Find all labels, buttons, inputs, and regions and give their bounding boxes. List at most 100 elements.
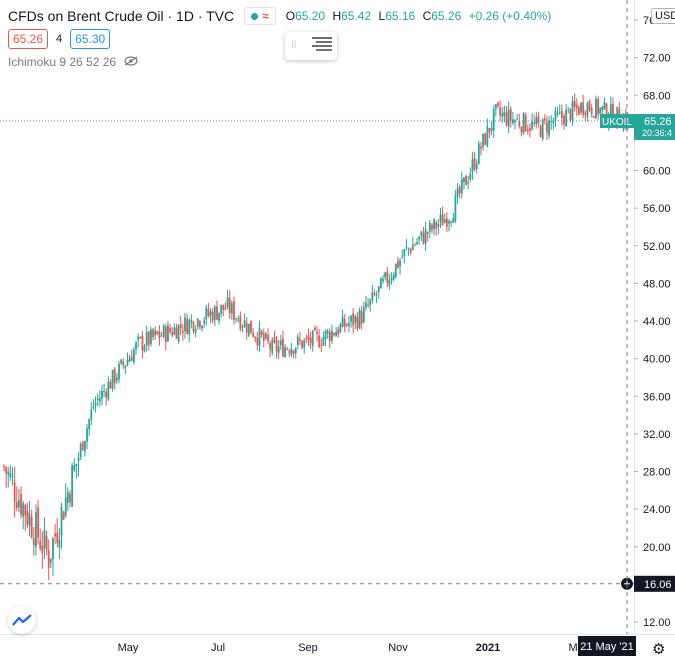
gear-icon[interactable]: ⚙ <box>652 641 666 658</box>
candle-body <box>62 512 65 520</box>
buy-price-button[interactable]: 65.30 <box>70 29 111 49</box>
candle-body <box>437 224 440 227</box>
candle-body <box>313 327 316 331</box>
time-axis[interactable]: MayJulSepNov2021Mar21 May '21 <box>0 634 675 657</box>
bid-ask-row: 65.26 4 65.30 <box>8 29 111 49</box>
candle-body <box>518 120 521 127</box>
candle-body <box>22 503 25 517</box>
candle-body <box>233 301 235 320</box>
candle-body <box>428 223 431 232</box>
candle-body <box>7 471 10 475</box>
eye-hidden-icon[interactable] <box>124 55 138 69</box>
candle-body <box>262 333 265 342</box>
candle-body <box>505 112 508 125</box>
candle-body <box>516 118 519 120</box>
candle-body <box>575 104 578 109</box>
candlestick-series <box>3 93 631 581</box>
candle-body <box>216 306 218 320</box>
candle-body <box>211 311 214 322</box>
candle-body <box>267 334 269 342</box>
candle-body <box>529 127 531 131</box>
candle-body <box>467 182 470 184</box>
candle-body <box>243 320 246 328</box>
candle-body <box>605 103 608 122</box>
candle-body <box>3 466 5 468</box>
candle-body <box>239 316 242 330</box>
candle-body <box>522 113 525 134</box>
candle-body <box>543 118 546 121</box>
candle-body <box>565 109 568 127</box>
candle-body <box>414 244 416 246</box>
candle-body <box>5 467 8 474</box>
candle-body <box>546 122 548 133</box>
candle-body <box>580 102 582 113</box>
floating-toolbar[interactable]: ⁞⁞ <box>285 32 337 60</box>
candle-body <box>484 133 487 145</box>
candle-body <box>367 304 370 306</box>
candle-body <box>441 214 444 226</box>
candle-body <box>260 330 263 335</box>
candle-body <box>275 340 278 352</box>
time-tick-label: Sep <box>298 642 318 654</box>
candle-body <box>494 104 497 110</box>
candle-body <box>11 476 14 478</box>
candle-body <box>124 365 127 369</box>
candle-body <box>167 325 169 342</box>
sell-price-button[interactable]: 65.26 <box>8 29 49 49</box>
symbol-title[interactable]: CFDs on Brent Crude Oil · 1D · TVC <box>8 8 235 24</box>
candle-body <box>220 304 223 314</box>
candle-body <box>556 113 559 115</box>
drag-grip-icon[interactable]: ⁞⁞ <box>291 40 297 51</box>
candle-body <box>9 473 12 477</box>
price-axis[interactable]: 76.0072.0068.0064.0060.0056.0052.0048.00… <box>634 0 675 634</box>
tradingview-logo-icon[interactable] <box>8 606 36 634</box>
candle-body <box>456 188 459 197</box>
candle-body <box>303 339 306 348</box>
candle-body <box>277 346 280 353</box>
market-status-badge[interactable]: ≈ <box>244 7 276 25</box>
candle-body <box>584 112 587 115</box>
candle-body <box>322 337 325 346</box>
candle-body <box>563 116 565 125</box>
lines-menu-icon[interactable] <box>311 36 333 57</box>
price-tick-label: 28.00 <box>643 467 671 479</box>
candle-body <box>192 321 195 332</box>
candle-body <box>309 337 312 344</box>
candle-body <box>360 311 363 324</box>
candle-body <box>256 337 259 345</box>
open-key: O <box>285 9 296 23</box>
candle-body <box>358 309 361 328</box>
candle-body <box>392 274 395 280</box>
candle-body <box>171 331 174 336</box>
candle-body <box>311 330 314 347</box>
candle-body <box>237 319 240 321</box>
candle-body <box>350 315 352 322</box>
candle-body <box>245 323 248 333</box>
candle-body <box>58 540 61 548</box>
candle-body <box>541 119 544 140</box>
candle-body <box>37 507 39 538</box>
candle-body <box>539 125 542 137</box>
indicator-legend[interactable]: Ichimoku 9 26 52 26 <box>8 55 138 69</box>
candle-body <box>394 263 397 277</box>
candle-body <box>507 109 510 127</box>
indicator-label[interactable]: Ichimoku 9 26 52 26 <box>8 55 117 69</box>
price-tick-label: 72.00 <box>643 53 671 65</box>
candle-body <box>497 102 499 107</box>
candle-body <box>66 491 69 503</box>
candle-body <box>482 133 484 147</box>
candle-body <box>75 463 78 467</box>
candle-body <box>177 325 180 342</box>
candle-body <box>279 340 282 346</box>
candle-body <box>203 320 206 324</box>
candle-body <box>107 381 110 400</box>
candle-body <box>595 98 597 118</box>
symbol-tag-label: UKOIL <box>602 117 632 128</box>
candle-body <box>52 538 54 560</box>
candle-body <box>24 505 27 516</box>
candle-body <box>514 120 516 123</box>
currency-button[interactable]: USD <box>651 8 675 24</box>
candle-body <box>207 309 210 316</box>
candle-body <box>362 307 365 323</box>
